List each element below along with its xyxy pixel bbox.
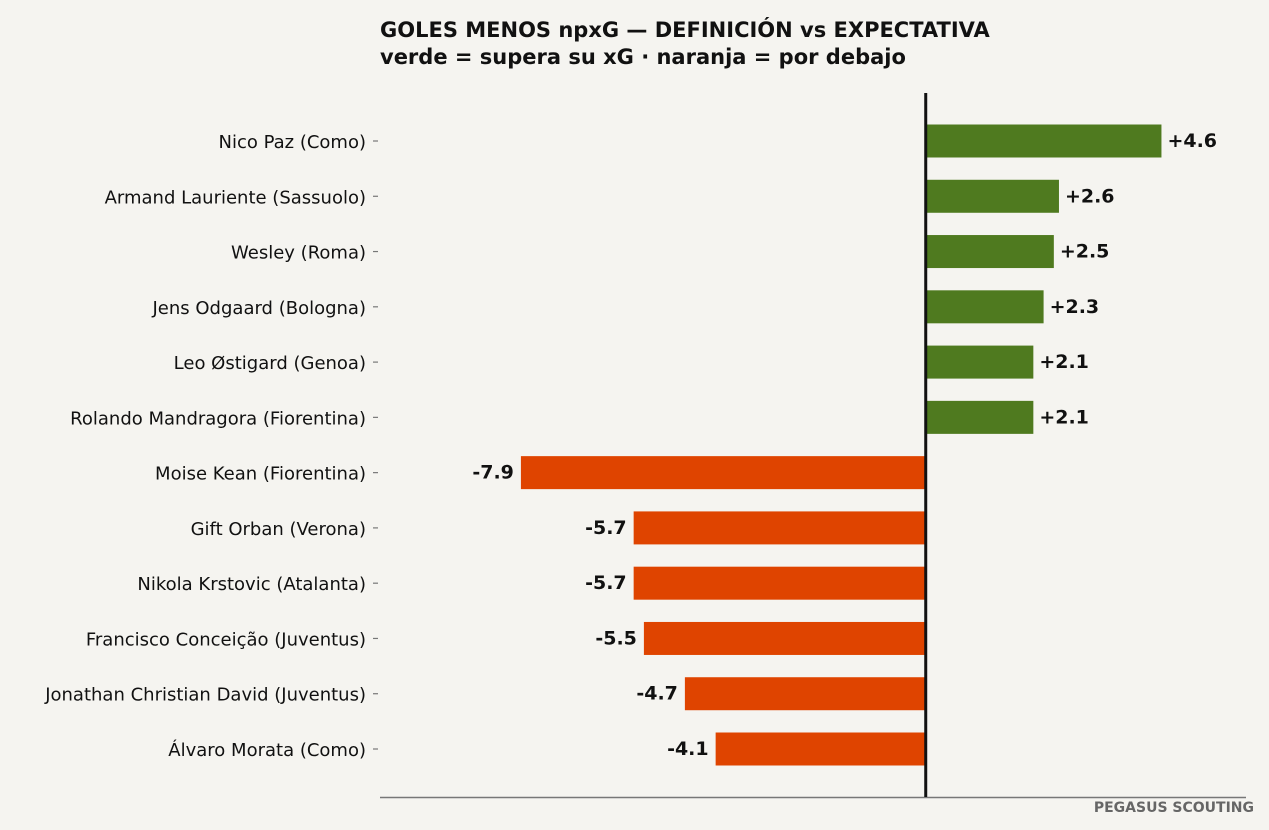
data-label: -4.7 [636, 683, 678, 705]
y-tick-label: Nico Paz (Como) [218, 132, 366, 153]
y-tick-label: Jonathan Christian David (Juventus) [44, 685, 366, 706]
data-label: +2.3 [1050, 296, 1100, 318]
data-label: -5.7 [585, 572, 627, 594]
data-label: +2.5 [1060, 241, 1110, 263]
data-label: +4.6 [1167, 130, 1217, 152]
bar-jens-odgaard-bologna [925, 290, 1044, 324]
bar-nikola-krstovic-atalanta [633, 566, 926, 600]
bar-francisco-conceicao-juventus [643, 621, 926, 655]
data-label: -5.7 [585, 517, 627, 539]
data-label: -7.9 [472, 462, 514, 484]
bar-leo-stigard-genoa [925, 345, 1034, 379]
data-label: +2.6 [1065, 185, 1115, 207]
data-label: +2.1 [1039, 351, 1089, 373]
data-label: -4.1 [667, 738, 709, 760]
bar-alvaro-morata-como [715, 732, 926, 766]
y-tick-label: Leo Østigard (Genoa) [174, 353, 366, 374]
y-tick-label: Francisco Conceição (Juventus) [86, 629, 366, 650]
y-tick-label: Gift Orban (Verona) [191, 519, 366, 540]
y-tick-label: Rolando Mandragora (Fiorentina) [70, 408, 366, 429]
chart-title: GOLES MENOS npxG — DEFINICIÓN vs EXPECTA… [380, 17, 990, 42]
y-tick-label: Moise Kean (Fiorentina) [155, 464, 366, 485]
y-tick-label: Wesley (Roma) [231, 243, 366, 264]
bar-wesley-roma [925, 235, 1054, 269]
brand-label: PEGASUS SCOUTING [1094, 800, 1254, 816]
data-label: +2.1 [1039, 406, 1089, 428]
bar-moise-kean-fiorentina [520, 456, 926, 490]
bar-rolando-mandragora-fiorentina [925, 400, 1034, 434]
y-tick-label: Jens Odgaard (Bologna) [152, 298, 367, 319]
bar-armand-lauriente-sassuolo [925, 179, 1059, 213]
bar-nico-paz-como [925, 124, 1162, 158]
y-tick-label: Nikola Krstovic (Atalanta) [137, 574, 366, 595]
data-label: -5.5 [595, 627, 637, 649]
bar-jonathan-christian-david-juventus [684, 677, 926, 711]
plot-area: Nico Paz (Como) +4.6 Armand Lauriente (Sas… [44, 124, 1217, 766]
y-tick-label: Armand Lauriente (Sassuolo) [105, 187, 366, 208]
chart-subtitle: verde = supera su xG · naranja = por deb… [380, 45, 906, 69]
bar-gift-orban-verona [633, 511, 926, 545]
y-tick-label: Álvaro Morata (Como) [168, 739, 366, 761]
